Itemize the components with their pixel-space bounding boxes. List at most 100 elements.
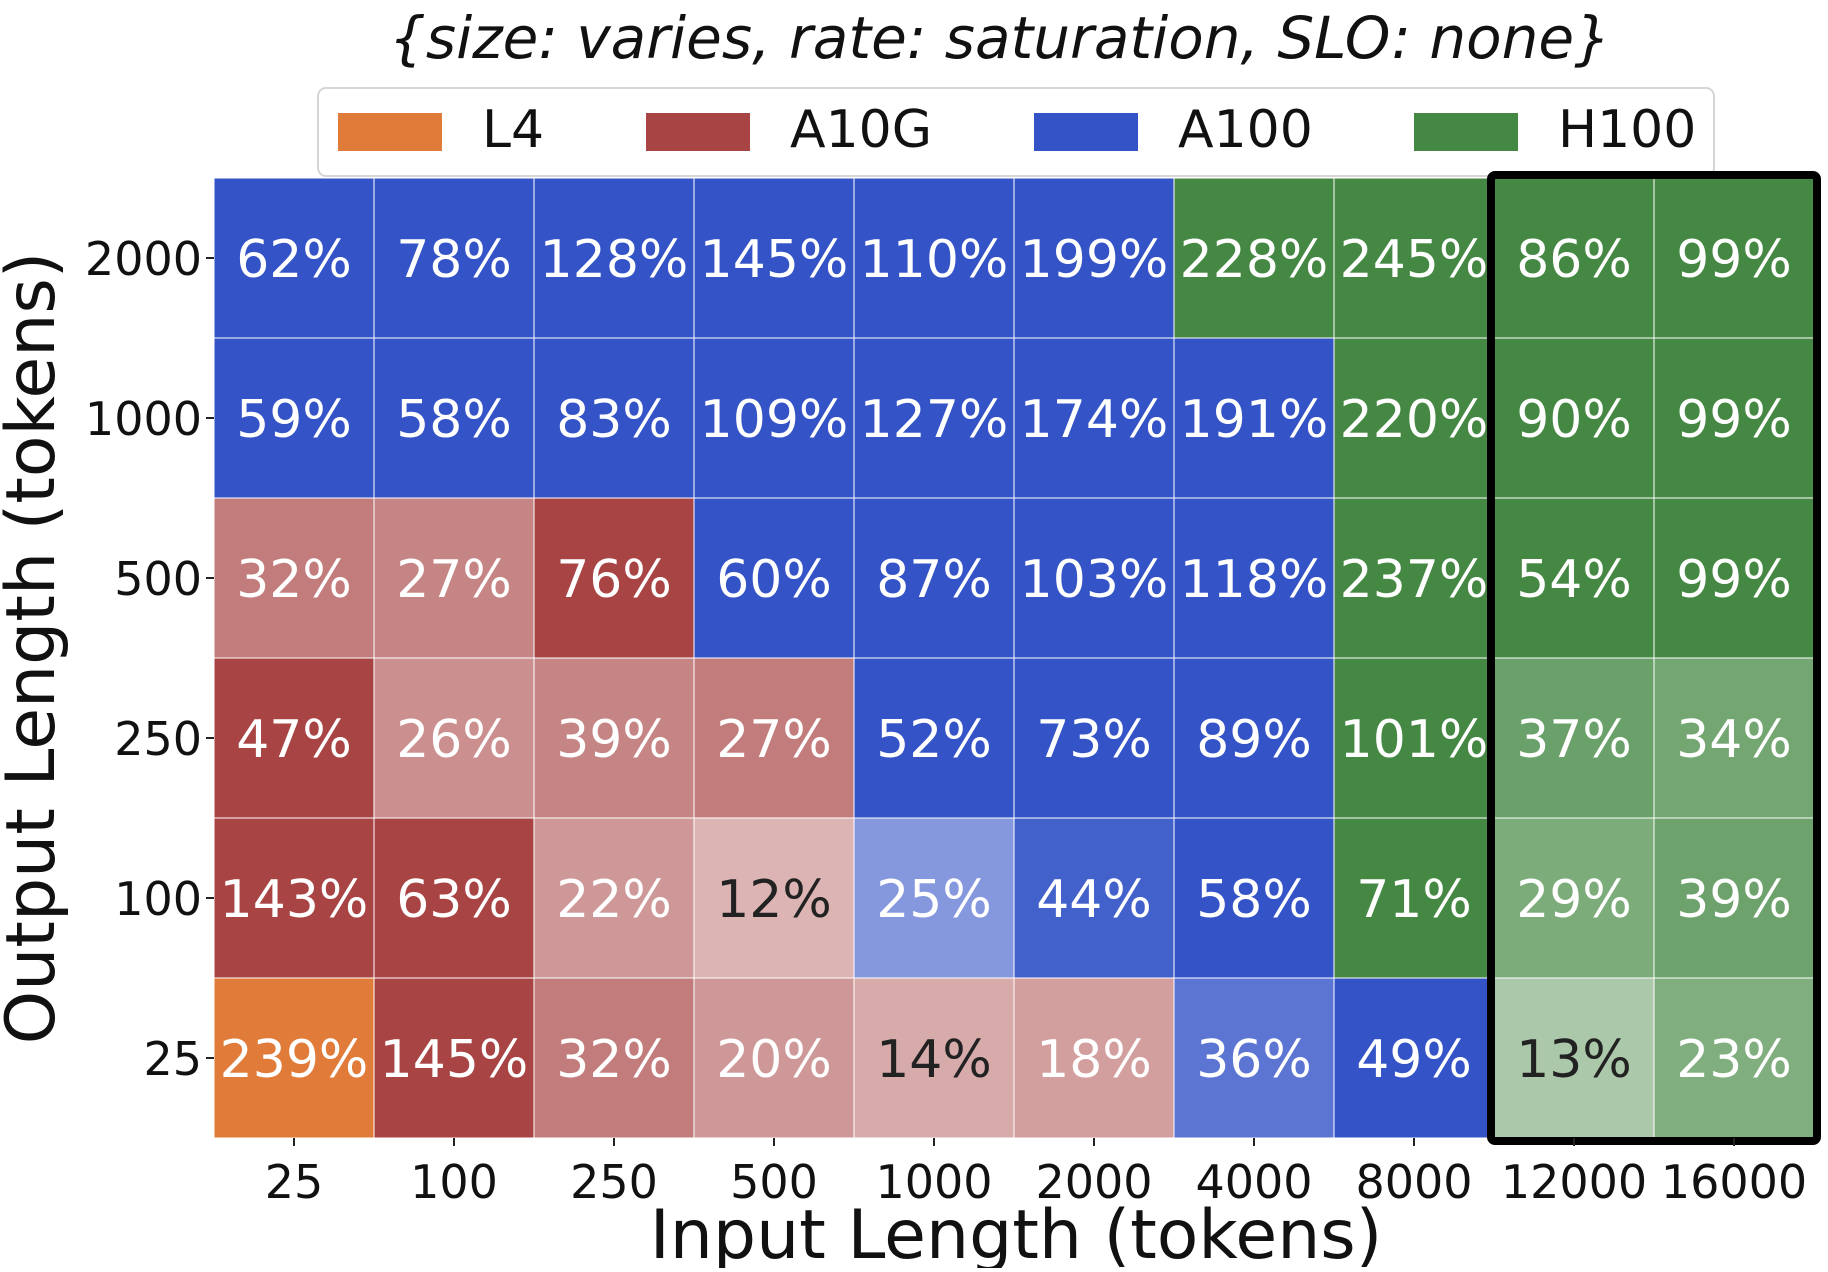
y-tick-label: 100 (114, 872, 202, 926)
x-tick-label: 100 (410, 1155, 498, 1209)
cell-value-label: 128% (540, 230, 689, 290)
cell-value-label: 25% (876, 870, 992, 930)
y-axis: 2000 1000 500 250 100 25 (85, 232, 214, 1086)
cell-value-label: 174% (1020, 390, 1169, 450)
cell-value-label: 239% (220, 1030, 369, 1090)
cell-value-label: 59% (236, 390, 352, 450)
legend-label-a100: A100 (1178, 100, 1313, 160)
heatmap-cell (1653, 977, 1815, 1139)
cell-value-label: 39% (556, 710, 672, 770)
heatmap-cell (1013, 177, 1175, 339)
cell-value-label: 13% (1516, 1030, 1632, 1090)
x-tick-label: 2000 (1035, 1155, 1152, 1209)
y-tick-label: 2000 (85, 232, 202, 286)
x-tick-label: 1000 (875, 1155, 992, 1209)
cell-value-label: 191% (1180, 390, 1329, 450)
heatmap-cell (373, 977, 535, 1139)
cell-value-label: 237% (1340, 550, 1489, 610)
legend-swatch-a10g (646, 113, 750, 151)
heatmap-cell (1173, 177, 1335, 339)
cell-value-label: 103% (1020, 550, 1169, 610)
heatmap-cell (1653, 177, 1815, 339)
heatmap-cell (373, 337, 535, 499)
cell-value-label: 228% (1180, 230, 1329, 290)
y-tick-label: 25 (143, 1032, 202, 1086)
cell-value-label: 52% (876, 710, 992, 770)
cell-value-label: 99% (1676, 230, 1792, 290)
heatmap-cell (1333, 657, 1495, 819)
heatmap-cell (853, 817, 1015, 979)
heatmap-cell (1013, 497, 1175, 659)
heatmap-cell (1493, 497, 1655, 659)
legend-label-h100: H100 (1558, 100, 1696, 160)
chart-title: {size: varies, rate: saturation, SLO: no… (389, 4, 1611, 72)
heatmap-cell (693, 337, 855, 499)
heatmap-cell (533, 657, 695, 819)
cell-value-label: 34% (1676, 710, 1792, 770)
cell-value-label: 145% (380, 1030, 529, 1090)
heatmap-cell (693, 177, 855, 339)
cell-value-label: 99% (1676, 550, 1792, 610)
heatmap-cell (1493, 657, 1655, 819)
x-tick-label: 4000 (1195, 1155, 1312, 1209)
cell-value-label: 99% (1676, 390, 1792, 450)
heatmap-cell (533, 497, 695, 659)
heatmap-cell (1493, 977, 1655, 1139)
legend-frame (317, 87, 1715, 177)
heatmap-cell (533, 337, 695, 499)
heatmap-cell (1173, 657, 1335, 819)
heatmap-cell (1013, 977, 1175, 1139)
heatmap-cell (533, 977, 695, 1139)
cell-value-label: 109% (700, 390, 849, 450)
cell-value-label: 23% (1676, 1030, 1792, 1090)
y-tick-label: 250 (114, 712, 202, 766)
cell-value-label: 20% (716, 1030, 832, 1090)
legend-swatch-h100 (1414, 113, 1518, 151)
heatmap-cell (1653, 497, 1815, 659)
heatmap-cell (693, 657, 855, 819)
cell-value-label: 127% (860, 390, 1009, 450)
cell-value-label: 58% (396, 390, 512, 450)
cell-value-label: 32% (556, 1030, 672, 1090)
x-tick-label: 16000 (1661, 1155, 1807, 1209)
heatmap-cell (533, 177, 695, 339)
cell-value-label: 39% (1676, 870, 1792, 930)
heatmap-cell (1173, 817, 1335, 979)
y-tick-label: 500 (114, 552, 202, 606)
highlight-box (1487, 171, 1821, 1145)
cell-value-label: 245% (1340, 230, 1489, 290)
heatmap-cell (373, 497, 535, 659)
heatmap-cell (1333, 337, 1495, 499)
heatmap-cell (213, 657, 375, 819)
x-axis: 25 100 250 500 1000 2000 4000 8000 12000 16000 (265, 1138, 1807, 1209)
heatmap-cell (1493, 817, 1655, 979)
heatmap-cell (213, 177, 375, 339)
cell-value-label: 37% (1516, 710, 1632, 770)
heatmap-cell (1333, 817, 1495, 979)
heatmap-cell (1013, 657, 1175, 819)
heatmap-cell (1333, 977, 1495, 1139)
cell-value-label: 118% (1180, 550, 1329, 610)
cell-value-label: 14% (876, 1030, 992, 1090)
cell-value-label: 60% (716, 550, 832, 610)
cell-value-label: 12% (716, 870, 832, 930)
cell-value-label: 63% (396, 870, 512, 930)
heatmap-cell (853, 337, 1015, 499)
heatmap-cell (693, 817, 855, 979)
heatmap-cell (1653, 817, 1815, 979)
heatmap-cell (373, 817, 535, 979)
heatmap-cells: 62% 78% 128% 145% 110% 199% 228% 245% 86% 99%59% 5… (213, 177, 1815, 1139)
legend-label-l4: L4 (482, 100, 544, 160)
y-axis-label: Output Length (tokens) (0, 252, 71, 1045)
heatmap-cell (693, 977, 855, 1139)
cell-value-label: 49% (1356, 1030, 1472, 1090)
heatmap-cell (213, 817, 375, 979)
heatmap-cell (1013, 337, 1175, 499)
y-tick-label: 1000 (85, 392, 202, 446)
heatmap-cell (853, 497, 1015, 659)
heatmap-cell (1493, 337, 1655, 499)
cell-value-label: 29% (1516, 870, 1632, 930)
legend-swatch-l4 (338, 113, 442, 151)
heatmap-cell (853, 977, 1015, 1139)
heatmap-cell (533, 817, 695, 979)
